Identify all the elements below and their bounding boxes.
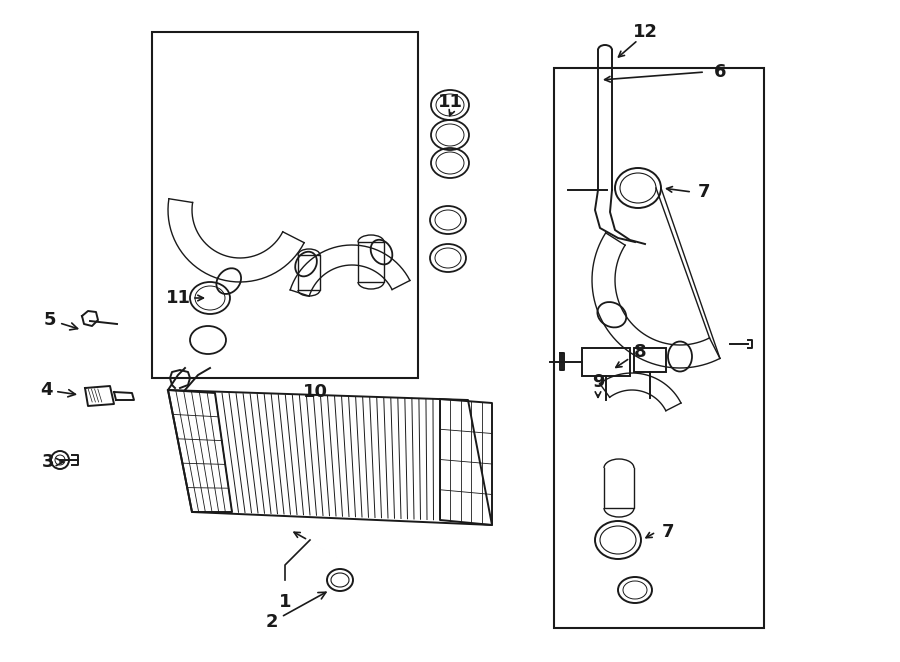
Circle shape [51,451,69,469]
Circle shape [55,455,65,465]
Text: 10: 10 [302,383,328,401]
Text: 7: 7 [662,523,674,541]
Text: 9: 9 [592,373,604,391]
Bar [582,348,630,376]
Bar [554,68,764,628]
Text: 2: 2 [266,592,326,631]
Text: 6: 6 [714,63,726,81]
Text: 11: 11 [437,93,463,111]
Text: 11: 11 [166,289,191,307]
Text: 1: 1 [279,593,292,611]
Bar [634,348,666,372]
Bar [152,32,418,378]
Text: 8: 8 [634,343,646,361]
Text: 3: 3 [41,453,63,471]
Text: 12: 12 [633,23,658,41]
Text: 7: 7 [698,183,710,201]
Text: 5: 5 [44,311,77,330]
Text: 4: 4 [40,381,76,399]
